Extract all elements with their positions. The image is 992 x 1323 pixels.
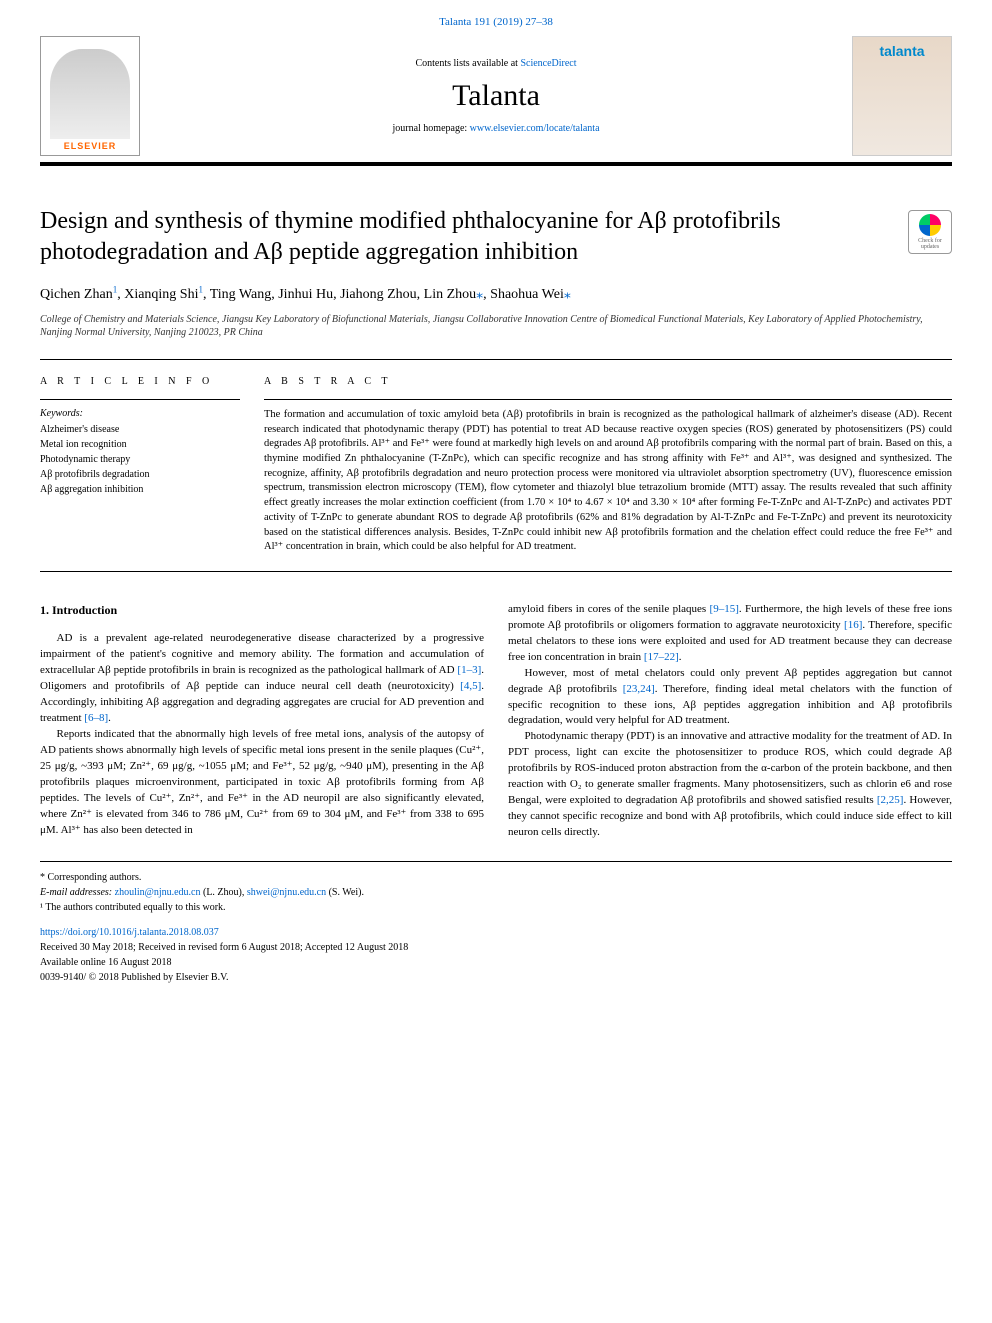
cover-title: talanta: [879, 43, 924, 59]
paragraph: amyloid fibers in cores of the senile pl…: [508, 602, 952, 666]
article-head: Check for updates Design and synthesis o…: [40, 206, 952, 339]
keywords: Alzheimer's disease Metal ion recognitio…: [40, 422, 240, 497]
ref-link[interactable]: [17–22]: [644, 651, 679, 663]
contents-line: Contents lists available at ScienceDirec…: [140, 58, 852, 69]
keyword: Aβ protofibrils degradation: [40, 467, 240, 482]
email-name: (S. Wei).: [326, 887, 364, 898]
paragraph: AD is a prevalent age-related neurodegen…: [40, 631, 484, 727]
email-label: E-mail addresses:: [40, 887, 115, 898]
equal-contrib: ¹ The authors contributed equally to thi…: [40, 900, 952, 915]
header-citation: Talanta 191 (2019) 27–38: [0, 0, 992, 36]
email-link[interactable]: zhoulin@njnu.edu.cn: [115, 887, 201, 898]
abstract-divider: [264, 399, 952, 400]
homepage-link[interactable]: www.elsevier.com/locate/talanta: [470, 123, 600, 134]
email-link[interactable]: shwei@njnu.edu.cn: [247, 887, 326, 898]
elsevier-tree-icon: [50, 49, 130, 139]
journal-center: Contents lists available at ScienceDirec…: [140, 36, 852, 156]
ref-link[interactable]: [9–15]: [710, 603, 739, 615]
authors: Qichen Zhan1, Xianqing Shi1, Ting Wang, …: [40, 284, 952, 303]
abstract-text: The formation and accumulation of toxic …: [264, 408, 952, 555]
right-column: amyloid fibers in cores of the senile pl…: [508, 602, 952, 841]
paragraph: Reports indicated that the abnormally hi…: [40, 727, 484, 839]
citation-link[interactable]: Talanta 191 (2019) 27–38: [439, 16, 553, 28]
homepage-prefix: journal homepage:: [392, 123, 469, 134]
section-heading: 1. Introduction: [40, 602, 484, 619]
ref-link[interactable]: [2,25]: [877, 794, 904, 806]
email-line: E-mail addresses: zhoulin@njnu.edu.cn (L…: [40, 885, 952, 900]
contents-prefix: Contents lists available at: [415, 58, 520, 69]
article-info: A R T I C L E I N F O Keywords: Alzheime…: [40, 376, 240, 555]
author-list: Qichen Zhan1, Xianqing Shi1, Ting Wang, …: [40, 287, 571, 302]
received-line: Received 30 May 2018; Received in revise…: [40, 940, 952, 955]
paragraph: Photodynamic therapy (PDT) is an innovat…: [508, 729, 952, 841]
keyword: Aβ aggregation inhibition: [40, 482, 240, 497]
abstract-label: A B S T R A C T: [264, 376, 952, 387]
info-abstract-row: A R T I C L E I N F O Keywords: Alzheime…: [40, 359, 952, 572]
available-line: Available online 16 August 2018: [40, 955, 952, 970]
check-updates-label: Check for updates: [909, 238, 951, 250]
journal-header: ELSEVIER Contents lists available at Sci…: [40, 36, 952, 166]
journal-name: Talanta: [140, 79, 852, 113]
footer: * Corresponding authors. E-mail addresse…: [40, 861, 952, 985]
sciencedirect-link[interactable]: ScienceDirect: [520, 58, 576, 69]
email-name: (L. Zhou),: [200, 887, 246, 898]
keyword: Photodynamic therapy: [40, 452, 240, 467]
info-divider: [40, 399, 240, 400]
copyright-line: 0039-9140/ © 2018 Published by Elsevier …: [40, 970, 952, 985]
article-title: Design and synthesis of thymine modified…: [40, 206, 952, 268]
ref-link[interactable]: [23,24]: [623, 683, 655, 695]
ref-link[interactable]: [1–3]: [457, 664, 481, 676]
doi-link[interactable]: https://doi.org/10.1016/j.talanta.2018.0…: [40, 927, 219, 938]
elsevier-text: ELSEVIER: [64, 141, 117, 151]
ref-link[interactable]: [4,5]: [460, 680, 481, 692]
check-updates-badge[interactable]: Check for updates: [908, 210, 952, 254]
article-info-label: A R T I C L E I N F O: [40, 376, 240, 387]
corresponding-note: * Corresponding authors.: [40, 870, 952, 885]
homepage-line: journal homepage: www.elsevier.com/locat…: [140, 123, 852, 134]
check-updates-icon: [919, 214, 941, 236]
ref-link[interactable]: [16]: [844, 619, 862, 631]
affiliation: College of Chemistry and Materials Scien…: [40, 313, 952, 339]
journal-cover: talanta: [852, 36, 952, 156]
corr-mark[interactable]: ⁎: [564, 287, 571, 302]
elsevier-logo: ELSEVIER: [40, 36, 140, 156]
body-columns: 1. Introduction AD is a prevalent age-re…: [40, 602, 952, 841]
doi-line: https://doi.org/10.1016/j.talanta.2018.0…: [40, 925, 952, 940]
paragraph: However, most of metal chelators could o…: [508, 666, 952, 730]
keywords-label: Keywords:: [40, 408, 240, 419]
left-column: 1. Introduction AD is a prevalent age-re…: [40, 602, 484, 841]
abstract-column: A B S T R A C T The formation and accumu…: [264, 376, 952, 555]
keyword: Alzheimer's disease: [40, 422, 240, 437]
ref-link[interactable]: [6–8]: [84, 712, 108, 724]
keyword: Metal ion recognition: [40, 437, 240, 452]
corr-mark[interactable]: ⁎: [476, 287, 483, 302]
